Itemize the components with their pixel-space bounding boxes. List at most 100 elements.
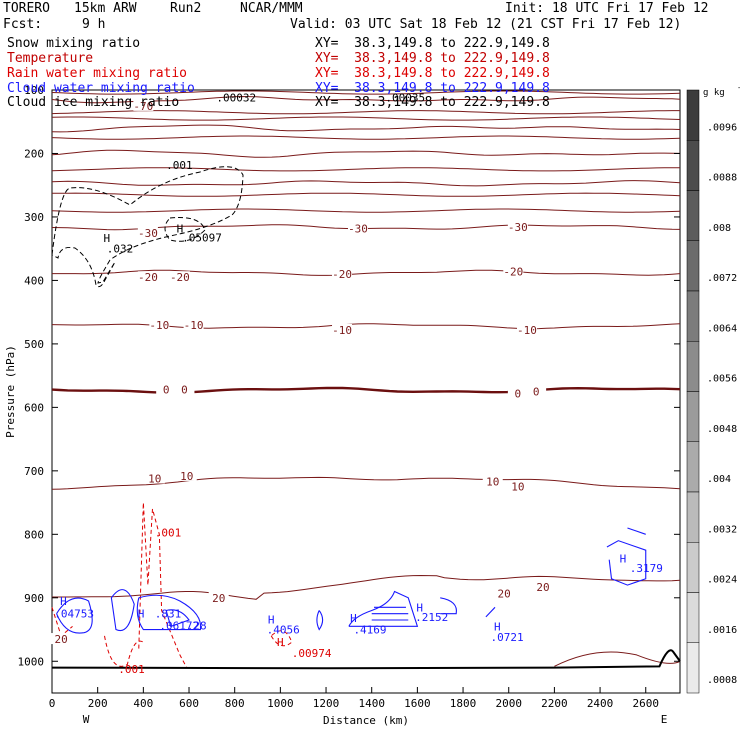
colorbar-label: .0024 — [707, 575, 737, 586]
colorbar-swatch — [686, 391, 700, 442]
x-end-label-west: W — [83, 713, 90, 726]
field-name-temperature: Temperature — [7, 51, 94, 66]
isotherm-upper-4 — [51, 167, 680, 172]
isotherm-label: 20 — [498, 587, 511, 600]
x-tick-label: 2200 — [541, 697, 568, 710]
isotherm-label: 10 — [180, 470, 193, 483]
isotherm-label-bg — [149, 318, 170, 330]
colorbar-label: .0008 — [707, 675, 737, 686]
y-tick-label: 600 — [24, 401, 44, 414]
isotherm-label-bg — [51, 633, 72, 645]
colorbar-label: .0048 — [707, 424, 737, 435]
isotherm-label-bg — [169, 271, 190, 283]
y-axis-label: Pressure (hPa) — [4, 345, 17, 438]
y-tick-label: 800 — [24, 528, 44, 541]
maximum-marker-cloud-water: H — [620, 552, 627, 565]
isotherm-label-bg — [507, 221, 528, 233]
colorbar-swatch — [686, 240, 700, 292]
maximum-marker-cloud-water: H — [138, 608, 145, 621]
maximum-marker-cloud-water: H — [268, 613, 275, 626]
cloud-water-contour-5 — [371, 606, 409, 621]
cloud-water-contour-3 — [165, 609, 190, 628]
isotherm-label-bg — [503, 265, 524, 277]
colorbar-label: .0072 — [707, 273, 737, 284]
cloud-water-contour-2 — [136, 594, 202, 631]
x-tick-label: 400 — [133, 697, 153, 710]
isotherm-minus50C — [51, 149, 681, 158]
isotherm-upper-0 — [51, 90, 681, 95]
maximum-marker-cloud-water: H — [60, 595, 67, 608]
value-label-cloud-water: .0721 — [490, 631, 523, 644]
run-label: Run2 — [170, 1, 202, 16]
isotherm-label: 10 — [511, 481, 524, 494]
maximum-marker-cloud-water: H — [416, 601, 423, 614]
isotherm-label: -20 — [332, 268, 352, 281]
model-name: TORERO — [3, 1, 50, 16]
isotherm-0C — [51, 386, 681, 394]
isotherm-label: -70 — [133, 100, 153, 113]
resolution-label: 15km ARW — [74, 1, 137, 16]
colorbar-label: .004 — [707, 474, 731, 485]
isotherm-label-bg — [482, 475, 503, 487]
cloud-water-contour-6 — [440, 597, 458, 615]
colorbar-swatch — [686, 140, 700, 191]
isotherm-minus10C — [51, 323, 681, 330]
colorbar-swatch — [686, 642, 700, 694]
isotherm-label: -10 — [149, 319, 169, 332]
colorbar-label: .0016 — [707, 625, 737, 636]
isotherm-label-bg — [507, 480, 528, 492]
field-xy-cloud-water: XY= 38.3,149.8 to 222.9,149.8 — [315, 81, 550, 96]
field-xy-snow: XY= 38.3,149.8 to 222.9,149.8 — [315, 36, 550, 51]
valid-time: Valid: 03 UTC Sat 18 Feb 12 (21 CST Fri … — [290, 17, 682, 32]
y-tick-label: 400 — [24, 274, 44, 287]
isotherm-label-bg — [174, 383, 195, 395]
cloud-water-contour-4 — [348, 590, 419, 627]
isotherm-minus60C — [51, 124, 681, 133]
isotherm-label-bg — [516, 323, 537, 335]
forecast-label: Fcst: — [3, 17, 43, 32]
maximum-marker-rain: H — [277, 636, 284, 649]
isotherm-label: 10 — [486, 476, 499, 489]
isotherm-label-bg — [332, 323, 353, 335]
terrain-surface — [51, 649, 681, 670]
value-label-snow: .00035 — [385, 92, 425, 105]
x-tick-label: 0 — [49, 697, 56, 710]
x-tick-label: 1200 — [313, 697, 340, 710]
colorbar-unit: g kg — [703, 88, 725, 98]
isotherm-label-bg — [494, 587, 515, 599]
cloud-ice-inner-contour — [164, 217, 206, 242]
isotherm-label: -20 — [138, 271, 158, 284]
rain-contour-mid — [270, 630, 293, 647]
colorbar-swatch — [686, 592, 700, 643]
isotherm-label: -10 — [184, 319, 204, 332]
value-label-snow: .00032 — [216, 92, 256, 105]
isotherm-label: -10 — [517, 324, 537, 337]
colorbar-unit-exponent: -1 — [737, 84, 740, 92]
x-tick-label: 1400 — [358, 697, 385, 710]
forecast-hour: 9 h — [82, 17, 106, 32]
x-tick-label: 1000 — [267, 697, 294, 710]
y-tick-label: 300 — [24, 211, 44, 224]
isotherm-20C — [52, 574, 681, 600]
field-name-cloud-ice: Cloud ice mixing ratio — [7, 95, 180, 110]
isotherm-label: -20 — [170, 271, 190, 284]
colorbar-swatch — [686, 341, 700, 392]
isotherm-minus20C — [52, 269, 681, 276]
isotherm-label-bg — [144, 472, 165, 484]
y-tick-label: 500 — [24, 338, 44, 351]
value-label-rain: .001 — [155, 526, 182, 539]
isotherm-upper-1 — [51, 110, 680, 115]
value-label-ice: .05097 — [182, 231, 222, 244]
isotherm-label-bg — [137, 271, 158, 283]
x-tick-label: 2000 — [495, 697, 522, 710]
cloud-water-contour-7 — [485, 606, 496, 618]
field-xy-cloud-ice: XY= 38.3,149.8 to 222.9,149.8 — [315, 95, 550, 110]
isotherm-label-bg — [532, 580, 553, 592]
cloud-water-contour-10 — [627, 527, 646, 535]
colorbar-swatch — [686, 290, 700, 342]
value-label-cloud-water: .2152 — [415, 611, 448, 624]
field-name-cloud-water: Cloud water mixing ratio — [7, 81, 195, 96]
rain-contour-main — [138, 502, 188, 668]
isotherm-label-bg — [208, 591, 229, 603]
x-axis-label: Distance (km) — [323, 714, 409, 727]
